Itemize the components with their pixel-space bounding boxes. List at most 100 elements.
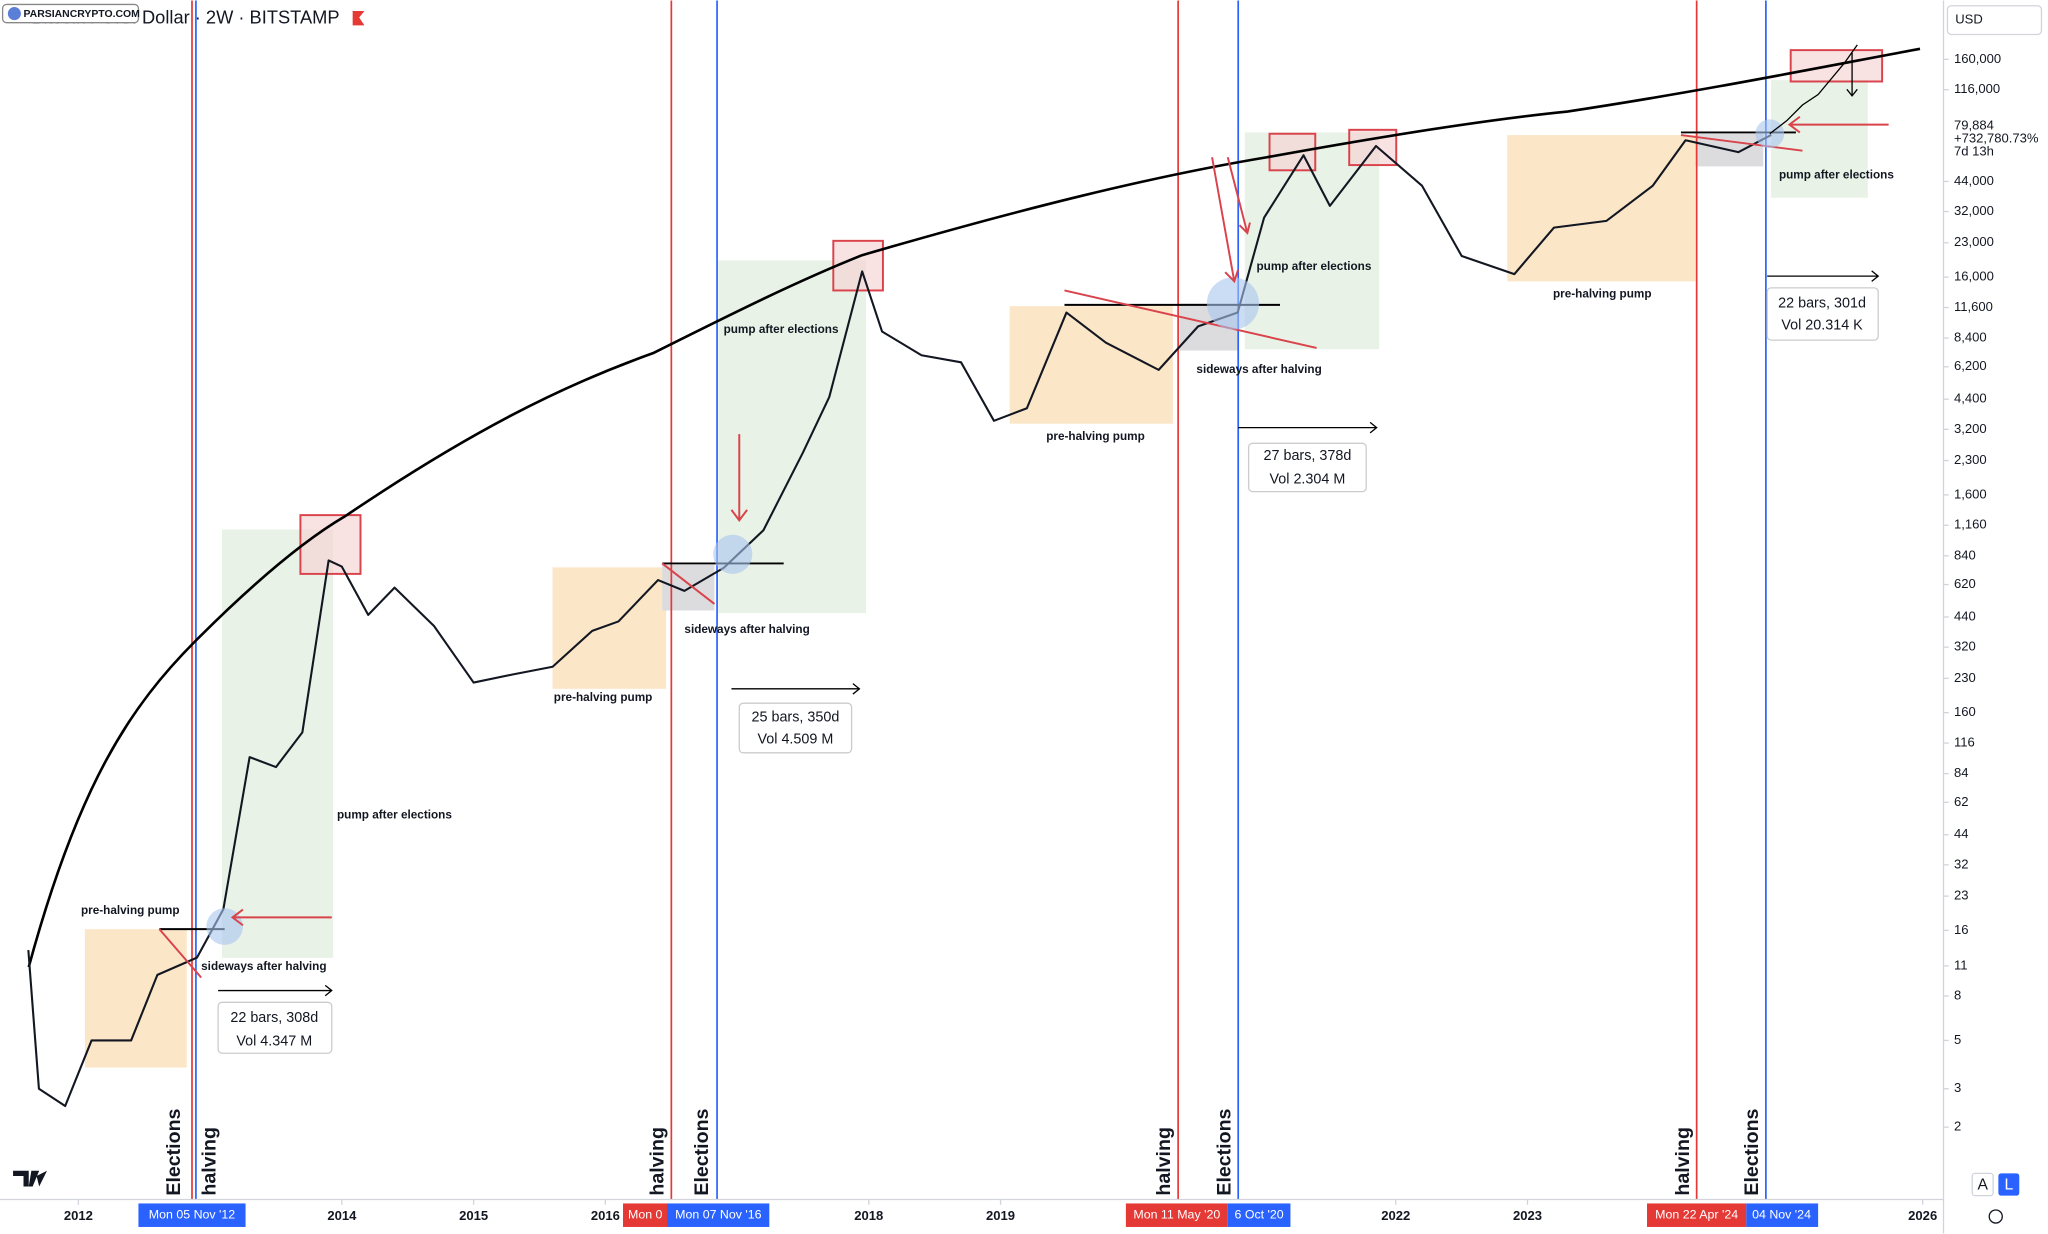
last-price: 79,884	[1954, 117, 1994, 132]
date-labels: Mon 05 Nov '12 Mon 0 Mon 07 Nov '16 Mon …	[138, 1203, 1819, 1227]
breakout-circle	[713, 534, 753, 574]
zone-label: pre-halving pump	[554, 691, 653, 704]
y-tick-label: 62	[1954, 794, 1969, 809]
date-label: Mon 11 May '20	[1133, 1207, 1220, 1221]
measure-box	[217, 1001, 333, 1054]
event-label: halving	[1153, 1127, 1175, 1196]
y-tick-label: 230	[1954, 670, 1976, 685]
logo	[13, 1170, 48, 1187]
date-box	[1647, 1203, 1747, 1227]
zone-box	[222, 529, 334, 958]
y-tick-label: 2,300	[1954, 452, 1987, 467]
y-tick-label: 8	[1954, 987, 1961, 1002]
y-tick-label: 620	[1954, 576, 1976, 591]
date-label: Mon 0	[628, 1207, 663, 1221]
event-label: Elections	[691, 1108, 713, 1195]
red-arrow	[230, 908, 332, 927]
x-tick-label: 2016	[591, 1208, 620, 1223]
y-tick-label: 23	[1954, 888, 1969, 903]
price-scale-header: USD 79,884 +732,780.73% 7d 13h	[1946, 5, 2043, 158]
date-label: 04 Nov '24	[1752, 1207, 1811, 1221]
y-tick-label: 16,000	[1954, 269, 1994, 284]
trend-line	[1064, 289, 1317, 349]
zone-box	[552, 567, 667, 689]
date-label: Mon 22 Apr '24	[1655, 1207, 1738, 1221]
measure-label: Vol 20.314 K	[1781, 318, 1863, 334]
zone-box	[1507, 135, 1696, 282]
y-tick-label: 840	[1954, 547, 1976, 562]
log-button[interactable]	[1998, 1173, 2020, 1196]
date-box	[138, 1203, 246, 1227]
header: Bitcoin / U.S. Dollar · 2W · BITSTAMP PA…	[1, 3, 365, 28]
measure-box	[738, 702, 853, 754]
zones	[84, 49, 1884, 1068]
x-tick-label: 2023	[1513, 1208, 1542, 1223]
y-tick-label: 116	[1954, 735, 1975, 750]
y-tick-label: 160	[1954, 704, 1976, 719]
y-tick-label: 6,200	[1954, 358, 1987, 373]
measure-label: 27 bars, 378d	[1264, 448, 1352, 464]
footer-controls: A L	[13, 1170, 2020, 1224]
zone-label: pump after elections	[1779, 169, 1894, 182]
zone-labels: pre-halving pump sideways after halving …	[81, 169, 1894, 974]
measure-label: Vol 4.509 M	[758, 732, 834, 748]
y-tick-label: 32	[1954, 856, 1969, 871]
breakout-circle	[1206, 277, 1260, 330]
y-tick-label: 32,000	[1954, 203, 1994, 218]
zone-label: pre-halving pump	[81, 904, 180, 917]
y-tick-label: 1,160	[1954, 517, 1987, 532]
event-label: Elections	[163, 1108, 185, 1195]
y-tick-label: 44	[1954, 826, 1969, 841]
y-tick-label: 116,000	[1954, 81, 2000, 96]
measure-label: 22 bars, 301d	[1778, 295, 1866, 311]
y-tick-label: 440	[1954, 608, 1976, 623]
projection	[1769, 44, 1858, 135]
y-tick-label: 23,000	[1954, 234, 1994, 249]
y-tick-label: 84	[1954, 765, 1969, 780]
measure-label: 25 bars, 350d	[752, 709, 840, 725]
measure-labels: 22 bars, 308d Vol 4.347 M 25 bars, 350d …	[230, 295, 1866, 1049]
series-layer	[27, 133, 1772, 1108]
y-tick-label: 11	[1954, 957, 1968, 972]
zone-box	[84, 929, 187, 1068]
auto-button[interactable]	[1971, 1172, 1994, 1197]
x-tick-label: 2022	[1381, 1208, 1410, 1223]
event-label: halving	[1672, 1127, 1694, 1196]
event-label: halving	[198, 1127, 220, 1196]
zone-label: pump after elections	[724, 323, 839, 336]
zone-label: pump after elections	[1256, 260, 1371, 273]
settings-icon[interactable]	[1988, 1209, 2003, 1224]
trend-line	[661, 562, 716, 605]
y-tick-label: 16	[1954, 922, 1969, 937]
auto-label: A	[1977, 1176, 1988, 1193]
red-arrow	[730, 434, 748, 522]
zone-label: pump after elections	[337, 809, 452, 822]
currency-button[interactable]	[1946, 5, 2043, 36]
y-tick-label: 4,400	[1954, 391, 1987, 406]
watermark-icon	[7, 7, 21, 21]
growth-curve	[27, 47, 1921, 968]
date-box	[1227, 1203, 1291, 1227]
x-tick-label: 2026	[1908, 1208, 1937, 1223]
flag	[352, 10, 365, 26]
log-label: L	[2004, 1176, 2013, 1193]
y-tick-label: 160,000	[1954, 51, 2001, 66]
date-box	[667, 1203, 770, 1227]
projection-arrow	[1846, 52, 1858, 97]
zone-label: sideways after halving	[201, 960, 326, 973]
date-label: 6 Oct '20	[1235, 1207, 1284, 1221]
zone-label: sideways after halving	[684, 623, 809, 636]
y-tick-label: 44,000	[1954, 173, 1994, 188]
y-tick-label: 11,600	[1954, 299, 1993, 314]
trend-line	[1680, 134, 1803, 152]
event-label: Elections	[1741, 1108, 1763, 1195]
y-tick-label: 2	[1954, 1119, 1961, 1134]
zone-box	[1009, 306, 1173, 424]
y-tick-label: 5	[1954, 1032, 1961, 1047]
measure-label: Vol 2.304 M	[1270, 472, 1346, 488]
zone-label: pre-halving pump	[1046, 430, 1145, 443]
watermark: PARSIANCRYPTO.COM	[24, 9, 140, 20]
change: +732,780.73%	[1954, 130, 2039, 145]
zone-label: pre-halving pump	[1553, 287, 1652, 300]
event-labels: Elections halving halving Elections halv…	[163, 1108, 1763, 1195]
